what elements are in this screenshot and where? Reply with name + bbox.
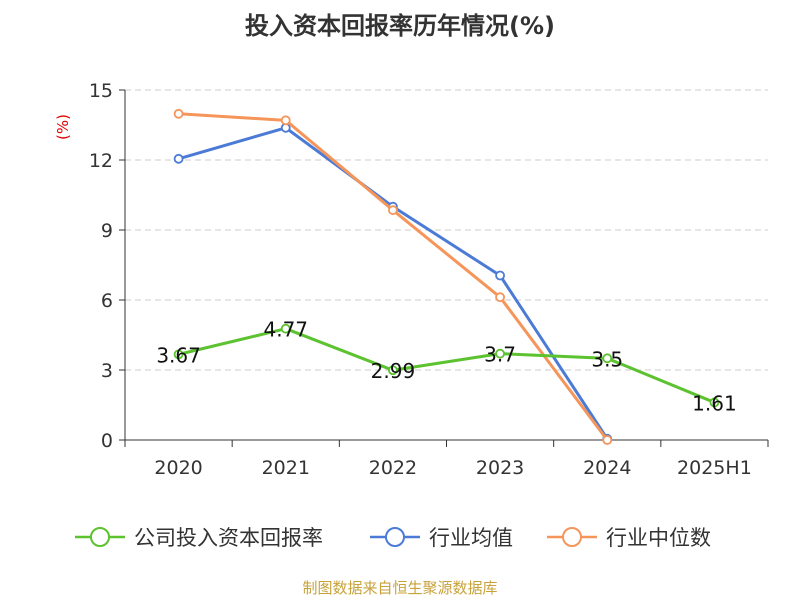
- x-tick-label: 2023: [476, 457, 524, 479]
- data-point: [495, 348, 505, 359]
- data-point: [709, 397, 720, 408]
- data-point: [388, 205, 398, 216]
- legend-marker: [90, 527, 110, 547]
- y-axis-unit: (%): [54, 114, 72, 140]
- series-line: [178, 112, 609, 441]
- data-label: 3.67: [156, 343, 201, 367]
- data-label: 3.5: [591, 347, 623, 371]
- y-tick-label: 9: [101, 220, 113, 242]
- series-line: [178, 327, 715, 404]
- data-label: 1.61: [692, 391, 737, 415]
- data-point: [173, 108, 184, 119]
- chart-title: 投入资本回报率历年情况(%): [245, 12, 555, 40]
- x-tick-label: 2022: [369, 457, 417, 479]
- data-point: [280, 323, 291, 334]
- data-point: [280, 115, 291, 126]
- y-axis-ticks: 0 3 6 9 12 15: [89, 80, 125, 452]
- data-labels: 3.67 4.77 2.99 3.7 3.5 1.61: [156, 318, 736, 416]
- data-point: [602, 353, 613, 364]
- y-tick-label: 0: [101, 430, 113, 452]
- series-line: [178, 126, 609, 440]
- data-label: 4.77: [263, 318, 308, 342]
- legend-marker: [562, 527, 582, 547]
- data-point: [388, 365, 398, 376]
- legend-label: 公司投入资本回报率: [134, 526, 323, 550]
- series-lines: [173, 108, 720, 445]
- data-label: 3.7: [484, 343, 516, 367]
- legend-marker: [385, 527, 405, 547]
- source-note: 制图数据来自恒生聚源数据库: [302, 579, 497, 597]
- x-tick-label: 2021: [262, 457, 310, 479]
- x-tick-label: 2020: [154, 457, 202, 479]
- grid-lines: [125, 89, 768, 371]
- data-label: 2.99: [371, 359, 416, 383]
- data-point: [495, 292, 505, 303]
- x-tick-label: 2025H1: [677, 457, 752, 479]
- legend: 公司投入资本回报率 行业均值 行业中位数: [75, 526, 711, 550]
- y-tick-label: 6: [101, 290, 113, 312]
- data-point: [495, 270, 505, 281]
- legend-label: 行业中位数: [606, 526, 711, 550]
- data-point: [173, 349, 184, 360]
- legend-label: 行业均值: [429, 526, 513, 550]
- x-tick-label: 2024: [583, 457, 631, 479]
- y-tick-label: 3: [101, 360, 113, 382]
- data-point: [173, 153, 184, 164]
- x-axis: 2020 2021 2022 2023 2024 2025H1: [124, 90, 769, 479]
- y-tick-label: 12: [89, 150, 113, 172]
- y-tick-label: 15: [89, 80, 113, 102]
- data-point: [602, 435, 613, 445]
